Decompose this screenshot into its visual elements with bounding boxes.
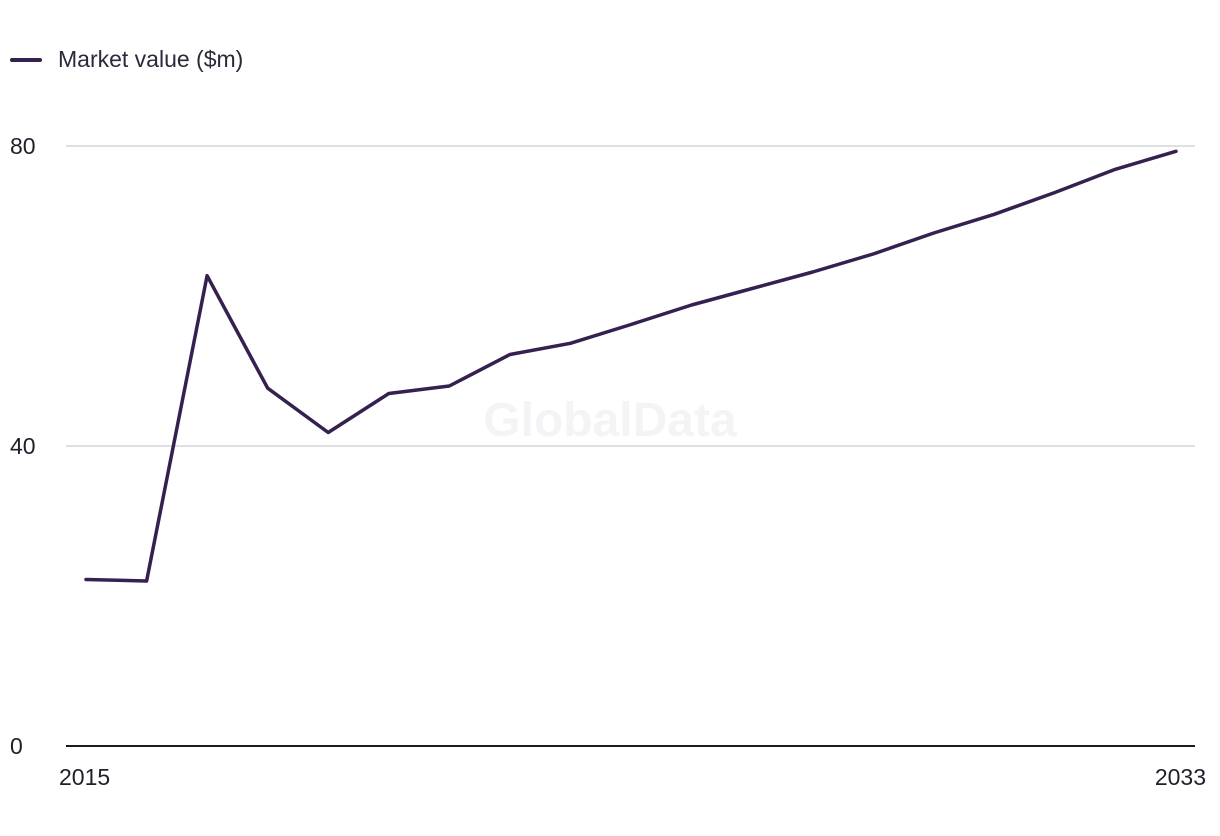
legend-swatch-market-value [10,57,42,62]
legend-label-market-value: Market value ($m) [58,46,244,72]
grid-layer [66,145,1195,447]
x-tick-label-2015: 2015 [59,764,110,790]
x-tick-label-2033: 2033 [1155,764,1206,790]
watermark-logo: GlobalData [483,394,737,447]
y-tick-label-40: 40 [10,433,36,459]
series-line-market-value [84,149,1178,583]
series-layer [84,149,1178,583]
legend: Market value ($m) [10,46,243,73]
y-tick-label-80: 80 [10,133,36,159]
label-layer: 0 40 80 2015 2033 [10,133,1206,790]
y-tick-label-0: 0 [10,733,23,759]
